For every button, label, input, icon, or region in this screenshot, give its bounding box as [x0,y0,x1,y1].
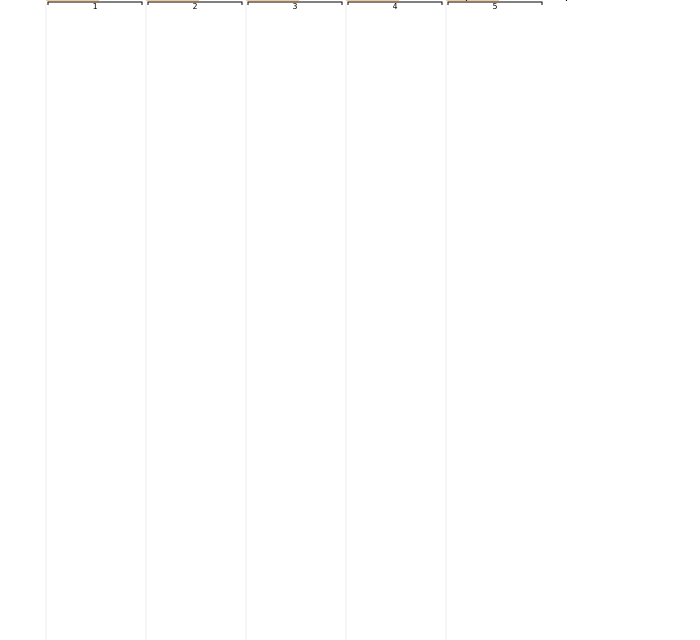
generation-header-bracket [347,1,443,5]
pedigree-node-y-66-13-610: Y 66-13-610 [399,0,465,3]
pedigree-nodes: SUPPORTER SOFISTA SL 86-246SERESTA AM 78-37… [0,0,583,3]
pedigree-node-festien: FESTIEN [99,0,141,3]
generation-headers: 1 2 3 4 5 [47,1,543,11]
pedigree-node-am-72-3477: AM 72-3477 [399,0,459,3]
pedigree-node-am-66-42: AM 66-42 [399,0,447,3]
pedigree-node-vtn-62-33-3: VTN 62-33-3 [499,0,565,3]
pedigree-node-mara: MARA [299,0,323,3]
pedigree-node-mpi-19268: MPI 19268 [499,0,553,3]
pedigree-node-amaryl: AMARYL [499,0,535,3]
generation-header-bracket [447,1,543,5]
generation-header-label: 2 [193,2,198,11]
pedigree-node-am-72-4454: AM 72-4454 [399,0,459,3]
pedigree-node-lu-58-1642-4: LU. 58.1642/4 [399,0,477,3]
generation-header-label: 3 [293,2,298,11]
pedigree-node-vtn-61-12-31: VTN 61-12-31 [499,0,571,3]
pedigree-node-d-200: D.200 [499,0,529,3]
pedigree-node-panther: PANTHER [499,0,542,3]
pedigree-node-rr-62-5-43: RR 62-5-43 [499,0,559,3]
generation-column-guides [45,4,447,640]
pedigree-node-y-66-13-636: Y 66-13-636 [399,0,465,3]
pedigree-node-am-78-3704: AM 78-3704 [299,0,359,3]
pedigree-node-vtn-62-69-5: VTN 62-69-5 [499,0,565,3]
generation-header-bracket [47,1,143,5]
pedigree-node-sonate: SONATE [299,0,335,3]
pedigree-node-kartel: KARTEL [199,0,235,3]
pedigree-node-gu-633: GU 633 [499,0,535,3]
pedigree-node-lu-58-1642-4: LU. 58.1642/4 [499,0,577,3]
pedigree-node-y-62-2-221: Y 62-2-221 [499,0,559,3]
pedigree-node-am-70-2106: AM 70-2106 [399,0,459,3]
generation-header-label: 5 [493,2,498,11]
pedigree-node-am-66-182: AM 66-182 [399,0,453,3]
pedigree-node-ehud: EHUD [499,0,523,3]
generation-header-bracket [147,1,243,5]
pedigree-node-ehud: EHUD [399,0,423,3]
pedigree-node-g-15: G.15 [499,0,523,3]
pedigree-node-ka-77-0133: KA 77-0133 [299,0,359,3]
pedigree-node-alcmaria: ALCMARIA [499,0,547,3]
pedigree-node-astarte: ASTARTE [399,0,441,3]
pedigree-node-ka-149: KA 149 [499,0,535,3]
pedigree-node-lu-57-1387-83: LU. 57.1387/83 [499,0,583,3]
pedigree-node-vtn-62-33-3: VTN 62-33-3 [499,0,565,3]
generation-header-label: 1 [93,2,98,11]
pedigree-node-ka-80-1920: KA 80-1920 [199,0,259,3]
generation-header-label: 4 [393,2,398,11]
pedigree-node-sofista: SOFISTA [99,0,141,3]
pedigree-node-am-71-1244: AM 71-1244 [399,0,459,3]
pedigree-node-am-67-125: AM 67-125 [499,0,553,3]
pedigree-node-amaryl: AMARYL [499,0,535,3]
pedigree-node-alcmaria: ALCMARIA [499,0,547,3]
pedigree-node-am-78-3736: AM 78-3736 [299,0,359,3]
generation-header-bracket [247,1,343,5]
pedigree-node-seresta: SERESTA [199,0,241,3]
pedigree-node-mara: MARA [399,0,423,3]
pedigree-node-vtn-62-31-30: VTN 62-31-30 [499,0,571,3]
pedigree-node-supporter: SUPPORTER [0,0,55,3]
pedigree-node-g-32: G.32 [499,0,523,3]
pedigree-node-y-62-2-221: Y 62-2-221 [499,0,559,3]
pedigree-node-vtn-62-33-3: VTN 62-33-3 [499,0,565,3]
pedigree-node-sl-86-246: SL 86-246 [199,0,253,3]
pedigree-node-vegter-72-13-98: VEGTER 72-13-98 [299,0,389,3]
